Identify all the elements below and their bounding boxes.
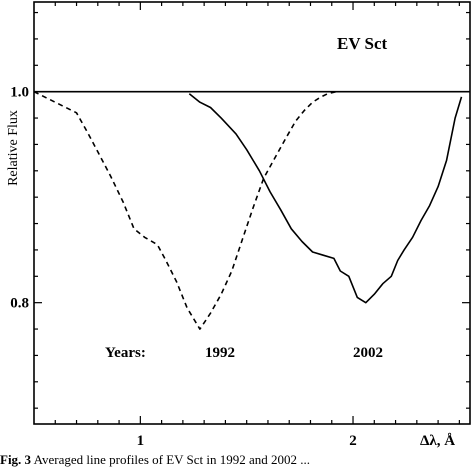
series-line-2002 <box>188 93 463 304</box>
x-tick-label: 2 <box>349 433 357 449</box>
x-tick-label: 1 <box>137 433 145 449</box>
line-chart: 1 2 0.8 1.0 EV Sct Relative Flux Δλ, Å Year… <box>6 1 471 449</box>
y-tick-label: 0.8 <box>10 296 29 312</box>
y-axis-label: Relative Flux <box>6 110 21 186</box>
figure-number: Fig. 3 <box>0 452 32 467</box>
series-layer <box>33 90 463 330</box>
x-axis-label: Δλ, Å <box>420 433 455 449</box>
y-tick-label: 1.0 <box>10 85 29 101</box>
axis-tick-labels: 1 2 0.8 1.0 <box>10 85 357 449</box>
series-1992-label: 1992 <box>205 345 235 361</box>
series-line-1992 <box>33 90 337 330</box>
axis-ticks <box>34 2 470 424</box>
caption-text: Averaged line profiles of EV Sct in 1992… <box>33 452 311 467</box>
plot-frame <box>33 1 471 425</box>
series-2002-label: 2002 <box>353 345 383 361</box>
figure-caption: Fig. 3 Averaged line profiles of EV Sct … <box>0 452 474 472</box>
star-label: EV Sct <box>337 34 388 53</box>
years-label: Years: <box>105 345 146 361</box>
